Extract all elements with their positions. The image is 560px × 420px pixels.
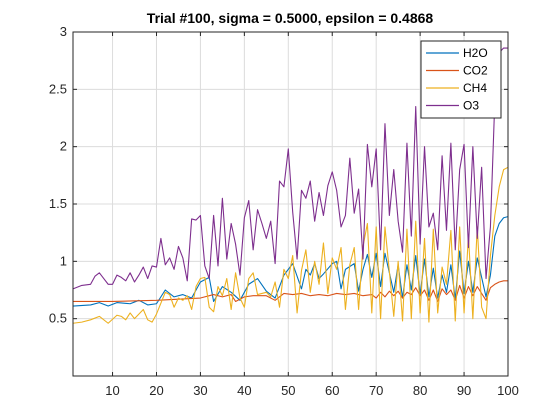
legend-label-o3: O3 [463,99,479,113]
legend: H2O CO2 CH4 O3 [420,40,502,119]
legend-label-co2: CO2 [463,64,488,78]
series-line-o3 [72,47,508,290]
legend-label-h2o: H2O [463,46,488,60]
x-tick-label: 80 [413,383,427,398]
y-tick-label: 1 [60,253,67,268]
series-line-ch4 [72,166,509,324]
x-tick-label: 60 [325,383,339,398]
y-tick-label: 1.5 [49,196,67,211]
x-tick-label: 100 [497,383,519,398]
x-tick-label: 40 [237,383,251,398]
ticks: 10 20 30 40 50 60 70 80 90 100 0.5 1 1.5 2 2.5 3 [49,24,519,398]
y-tick-label: 2 [60,139,67,154]
y-tick-label: 3 [60,24,67,39]
x-tick-label: 90 [457,383,471,398]
chart-title: Trial #100, sigma = 0.5000, epsilon = 0.… [147,10,434,26]
x-tick-label: 10 [105,383,119,398]
x-tick-label: 50 [281,383,295,398]
x-tick-label: 70 [369,383,383,398]
y-tick-label: 2.5 [49,81,67,96]
series-layer [72,47,509,324]
x-tick-label: 30 [193,383,207,398]
y-tick-label: 0.5 [49,311,67,326]
legend-label-ch4: CH4 [463,81,487,95]
x-tick-label: 20 [149,383,163,398]
